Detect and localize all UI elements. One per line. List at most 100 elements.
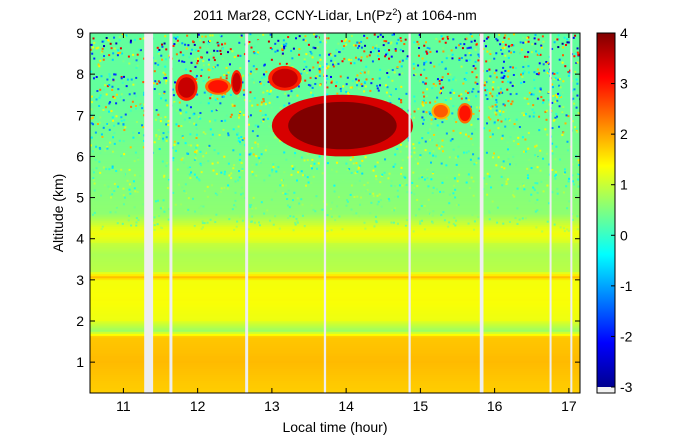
noise-speck [476,82,479,85]
noise-speck [187,44,190,47]
noise-speck [232,128,235,131]
noise-speck [322,40,325,43]
noise-speck [291,165,294,168]
noise-speck [492,72,495,75]
noise-speck [374,215,377,218]
noise-speck [133,206,136,209]
noise-speck [406,55,409,58]
noise-speck [500,120,503,123]
noise-speck [262,116,265,119]
noise-speck [308,52,311,55]
noise-speck [445,76,448,79]
noise-speck [178,101,181,104]
noise-speck [241,219,244,222]
noise-speck [100,51,103,54]
noise-speck [221,47,224,50]
noise-speck [499,113,502,116]
noise-speck [355,212,358,215]
noise-speck [424,82,427,85]
noise-speck [103,55,106,58]
noise-speck [556,99,559,102]
noise-speck [491,95,494,98]
noise-speck [542,63,545,66]
noise-speck [356,84,359,87]
noise-speck [282,43,285,46]
noise-speck [366,55,369,58]
noise-speck [572,97,575,100]
noise-speck [359,72,362,75]
noise-speck [569,69,572,72]
noise-speck [425,95,428,98]
noise-speck [438,63,441,66]
noise-speck [442,150,445,153]
noise-speck [504,34,507,37]
noise-speck [153,224,156,227]
noise-speck [416,184,419,187]
noise-speck [129,109,132,112]
noise-speck [168,180,171,183]
noise-speck [124,43,127,46]
noise-speck [446,35,449,38]
noise-speck [174,149,177,152]
noise-speck [486,98,489,101]
noise-speck [514,67,517,70]
noise-speck [521,112,524,115]
noise-speck [440,213,443,216]
noise-speck [352,162,355,165]
noise-speck [572,36,575,39]
noise-speck [120,168,123,171]
noise-speck [237,132,240,135]
noise-speck [193,58,196,61]
noise-speck [445,57,448,60]
noise-speck [238,41,241,44]
noise-speck [571,163,574,166]
noise-speck [220,35,223,38]
noise-speck [413,41,416,44]
noise-speck [435,79,438,82]
noise-speck [367,72,370,75]
noise-speck [98,96,101,99]
noise-speck [459,42,462,45]
noise-speck [565,129,568,132]
noise-speck [562,54,565,57]
noise-speck [142,81,145,84]
noise-speck [316,167,319,170]
noise-speck [576,94,579,97]
noise-speck [234,180,237,183]
noise-speck [94,131,97,134]
noise-speck [513,195,516,198]
noise-speck [176,58,179,61]
noise-speck [464,78,467,81]
noise-speck [449,73,452,76]
noise-speck [449,139,452,142]
noise-speck [502,176,505,179]
noise-speck [438,40,441,43]
noise-speck [534,154,537,157]
noise-speck [99,147,102,150]
noise-speck [418,141,421,144]
noise-speck [94,149,97,152]
noise-speck [366,181,369,184]
noise-speck [96,198,99,201]
noise-speck [489,92,492,95]
noise-speck [556,72,559,75]
noise-speck [184,43,187,46]
noise-speck [165,136,168,139]
noise-speck [516,75,519,78]
y-tick-label: 7 [76,107,84,123]
noise-speck [202,60,205,63]
noise-speck [524,59,527,62]
noise-speck [413,116,416,119]
noise-speck [276,136,279,139]
noise-speck [530,167,533,170]
noise-speck [396,222,399,225]
noise-speck [216,50,219,53]
noise-speck [207,102,210,105]
noise-speck [405,145,408,148]
noise-speck [104,149,107,152]
noise-speck [576,130,579,133]
noise-speck [319,41,322,44]
noise-speck [385,40,388,43]
y-tick-label: 9 [76,25,84,41]
noise-speck [453,91,456,94]
